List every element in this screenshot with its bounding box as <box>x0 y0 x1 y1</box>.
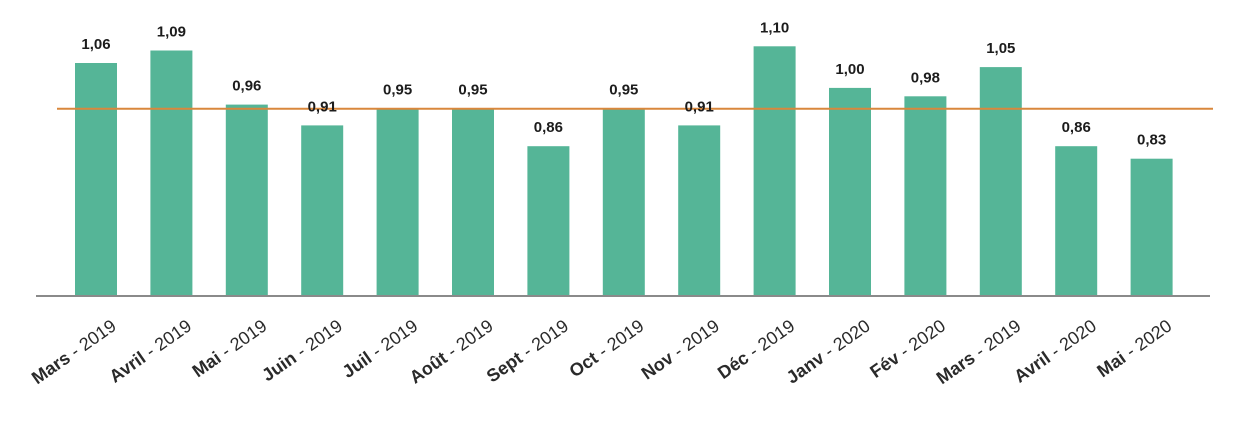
value-label: 1,10 <box>760 19 789 36</box>
svg-text:Mai - 2019: Mai - 2019 <box>188 315 270 381</box>
value-label: 1,05 <box>986 40 1015 57</box>
value-label: 1,06 <box>81 36 110 53</box>
bars-layer <box>75 46 1173 297</box>
value-label: 0,98 <box>911 69 940 86</box>
svg-text:Avril - 2019: Avril - 2019 <box>105 315 195 386</box>
value-label: 0,96 <box>232 78 261 95</box>
bar <box>527 146 570 296</box>
bar <box>150 50 193 296</box>
bar <box>1055 146 1098 296</box>
x-tick-label: Juin - 2019 <box>258 315 346 385</box>
bar <box>225 104 268 296</box>
value-label: 1,00 <box>835 61 864 78</box>
bar <box>376 108 419 296</box>
bar <box>678 125 721 297</box>
svg-text:Août - 2019: Août - 2019 <box>406 315 497 387</box>
value-labels-layer: 1,06 1,09 0,96 0,91 0,95 0,95 0,86 0,95 0,91 1,10… <box>81 19 1166 148</box>
x-tick-label: Mai - 2020 <box>1093 315 1175 381</box>
value-label: 0,95 <box>458 82 487 99</box>
value-label: 0,95 <box>609 82 638 99</box>
svg-text:Juin - 2019: Juin - 2019 <box>258 315 346 385</box>
value-label: 0,86 <box>534 119 563 136</box>
svg-text:Avril - 2020: Avril - 2020 <box>1010 315 1100 386</box>
x-tick-label: Nov - 2019 <box>638 315 723 383</box>
x-tick-label: Août - 2019 <box>406 315 497 387</box>
svg-text:Mai - 2020: Mai - 2020 <box>1093 315 1175 381</box>
svg-text:Sept - 2019: Sept - 2019 <box>483 315 572 386</box>
bar <box>75 63 117 296</box>
bar <box>753 46 796 296</box>
value-label: 0,83 <box>1137 132 1166 149</box>
bar <box>829 87 871 297</box>
x-tick-label: Avril - 2019 <box>105 315 195 386</box>
bar <box>979 67 1022 296</box>
x-tick-label: Sept - 2019 <box>483 315 572 386</box>
x-tick-label: Mai - 2019 <box>188 315 270 381</box>
svg-text:Mars - 2019: Mars - 2019 <box>933 315 1025 388</box>
x-tick-label: Mars - 2019 <box>28 315 120 388</box>
bar <box>452 108 494 296</box>
x-tick-label: Janv - 2020 <box>783 315 874 387</box>
bar <box>1130 158 1173 296</box>
value-label: 0,86 <box>1062 119 1091 136</box>
x-tick-label: Oct - 2019 <box>565 315 647 381</box>
value-label: 0,91 <box>308 98 337 115</box>
bar <box>602 108 645 296</box>
value-label: 0,91 <box>685 98 714 115</box>
bar <box>904 96 947 296</box>
svg-text:Nov - 2019: Nov - 2019 <box>638 315 723 383</box>
x-tick-label: Avril - 2020 <box>1010 315 1100 386</box>
svg-text:Janv - 2020: Janv - 2020 <box>783 315 874 387</box>
bar <box>301 125 344 297</box>
svg-text:Oct - 2019: Oct - 2019 <box>565 315 647 381</box>
x-tick-label: Mars - 2019 <box>933 315 1025 388</box>
svg-text:Mars - 2019: Mars - 2019 <box>28 315 120 388</box>
value-label: 1,09 <box>157 24 186 41</box>
value-label: 0,95 <box>383 82 412 99</box>
